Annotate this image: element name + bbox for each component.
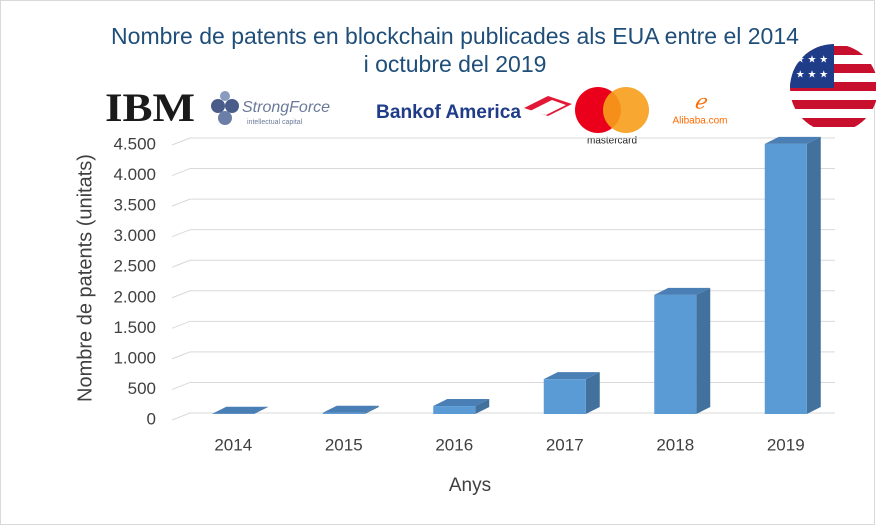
grid-line-side bbox=[171, 259, 191, 268]
bar bbox=[654, 294, 697, 414]
x-axis-label: Anys bbox=[449, 475, 491, 496]
y-tick-label: 2.000 bbox=[113, 287, 156, 306]
bar-top bbox=[543, 372, 600, 380]
grid-line-side bbox=[171, 412, 191, 421]
bar-side bbox=[364, 405, 379, 414]
bar-side bbox=[806, 136, 821, 414]
y-tick-label: 1.500 bbox=[113, 318, 156, 337]
bar-side bbox=[475, 399, 490, 414]
logo-bofa-flag bbox=[524, 96, 572, 116]
logo-mastercard: mastercard bbox=[587, 136, 637, 147]
bar-side bbox=[585, 372, 600, 414]
bar-side bbox=[254, 406, 269, 414]
grid-line-side bbox=[171, 168, 191, 177]
x-tick-label: 2019 bbox=[767, 435, 805, 454]
logo-strongforce-icon bbox=[211, 91, 239, 125]
bar bbox=[543, 379, 586, 414]
svg-text:★ ★ ★: ★ ★ ★ bbox=[796, 70, 828, 81]
bar bbox=[764, 143, 807, 414]
us-flag: ★ ★ ★ ★ ★ ★ bbox=[790, 44, 876, 132]
bar-top bbox=[433, 399, 490, 407]
logo-ibm: IBM bbox=[105, 85, 195, 130]
y-tick-label: 2.500 bbox=[113, 257, 156, 276]
grid-line-side bbox=[171, 198, 191, 207]
grid-line-side bbox=[171, 320, 191, 329]
logo-bofa: Bankof America bbox=[376, 102, 521, 123]
y-tick-label: 4.500 bbox=[113, 134, 156, 153]
logo-alibaba-icon: ℯ bbox=[694, 91, 708, 113]
logo-mastercard-circles bbox=[575, 87, 649, 133]
grid-line-side bbox=[171, 351, 191, 360]
bar bbox=[322, 412, 365, 414]
grid-line-side bbox=[171, 137, 191, 146]
logo-alibaba: Alibaba.com bbox=[672, 116, 727, 127]
y-tick-label: 4.000 bbox=[113, 165, 156, 184]
grid-line-side bbox=[171, 229, 191, 238]
x-tick-label: 2017 bbox=[546, 435, 584, 454]
svg-text:★ ★ ★: ★ ★ ★ bbox=[796, 55, 828, 66]
grid-line-side bbox=[171, 381, 191, 390]
bar bbox=[433, 406, 476, 414]
grid-line-side bbox=[171, 290, 191, 299]
y-tick-label: 500 bbox=[128, 379, 156, 398]
bar-top bbox=[212, 406, 269, 414]
x-tick-label: 2014 bbox=[214, 435, 252, 454]
y-tick-label: 3.000 bbox=[113, 226, 156, 245]
y-axis-label: Nombre de patents (unitats) bbox=[74, 154, 96, 402]
x-tick-label: 2016 bbox=[435, 435, 473, 454]
logo-strongforce-sub: intellectual capital bbox=[247, 119, 303, 126]
x-tick-label: 2018 bbox=[656, 435, 694, 454]
y-tick-label: 0 bbox=[147, 409, 156, 428]
chart-title: Nombre de patents en blockchain publicad… bbox=[111, 23, 799, 77]
bar-top bbox=[654, 287, 711, 295]
x-tick-label: 2015 bbox=[325, 435, 363, 454]
logo-strongforce: StrongForce bbox=[242, 99, 330, 116]
y-tick-label: 1.000 bbox=[113, 348, 156, 367]
bar-top bbox=[764, 136, 821, 144]
bar-top bbox=[322, 405, 379, 413]
y-tick-label: 3.500 bbox=[113, 196, 156, 215]
bar-side bbox=[696, 287, 711, 414]
